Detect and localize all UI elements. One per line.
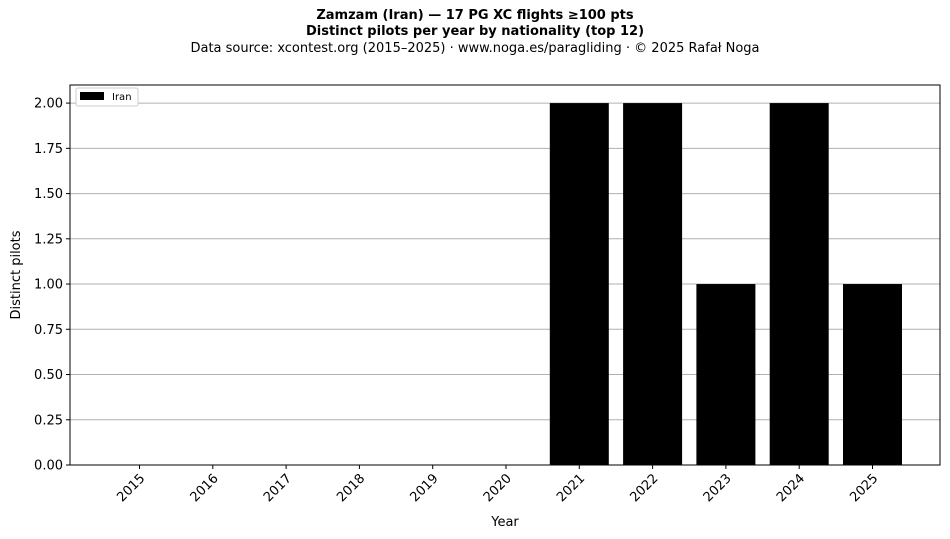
x-tick-label: 2015 (114, 471, 148, 505)
chart-subtitle: Distinct pilots per year by nationality … (305, 24, 645, 39)
y-tick-label: 0.75 (34, 323, 63, 338)
y-axis-ticks: 0.00 0.25 0.50 0.75 1.00 1.25 1.50 1.75 2.00 (34, 97, 70, 474)
chart-source-note: Data source: xcontest.org (2015–2025) · … (190, 41, 760, 56)
y-tick-label: 1.25 (34, 232, 63, 247)
bar-2021 (549, 103, 609, 465)
bar-2023 (696, 284, 756, 465)
bar-2025 (843, 284, 902, 465)
bars (549, 103, 902, 465)
y-tick-label: 0.50 (34, 368, 63, 383)
y-tick-label: 0.25 (34, 413, 63, 428)
x-tick-label: 2017 (261, 471, 295, 505)
bar-2022 (623, 103, 683, 465)
y-tick-label: 1.50 (34, 187, 63, 202)
plot-frame (69, 84, 941, 466)
y-axis-label: Distinct pilots (9, 230, 24, 319)
y-tick-label: 1.75 (34, 142, 63, 157)
x-axis-ticks: 2015 2016 2017 2018 2019 2020 2021 2022 2023 2024… (114, 465, 881, 505)
chart-title-block: Zamzam (Iran) — 17 PG XC flights ≥100 pt… (0, 8, 950, 57)
x-tick-label: 2025 (847, 471, 881, 505)
x-tick-label: 2018 (334, 471, 368, 505)
chart-title: Zamzam (Iran) — 17 PG XC flights ≥100 pt… (316, 8, 634, 23)
x-axis-label: Year (490, 515, 519, 530)
x-tick-label: 2023 (701, 471, 735, 505)
x-tick-label: 2021 (554, 471, 588, 505)
x-tick-label: 2016 (188, 471, 222, 505)
x-tick-label: 2019 (408, 471, 442, 505)
legend-swatch-iran (80, 92, 104, 100)
y-tick-label: 1.00 (34, 278, 63, 293)
legend-label-iran: Iran (112, 92, 132, 103)
y-tick-label: 2.00 (34, 97, 63, 112)
x-tick-label: 2020 (481, 471, 515, 505)
x-tick-label: 2022 (627, 471, 661, 505)
x-tick-label: 2024 (774, 471, 808, 505)
legend: Iran (75, 87, 139, 107)
y-tick-label: 0.00 (34, 459, 63, 474)
bar-2024 (769, 103, 829, 465)
